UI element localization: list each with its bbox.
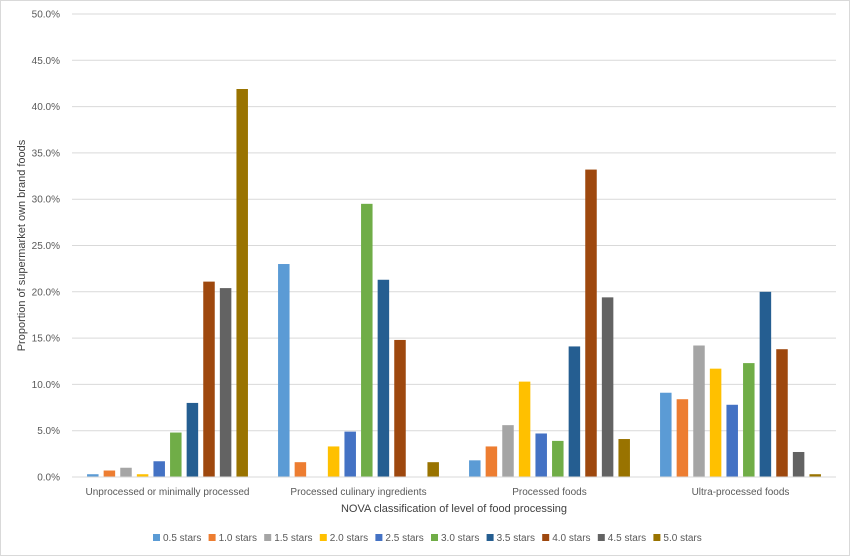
bar [103, 470, 116, 477]
legend-label: 1.5 stars [274, 533, 312, 544]
bar [585, 169, 597, 477]
bar [809, 474, 821, 477]
bar [377, 279, 390, 477]
legend-label: 5.0 stars [663, 533, 701, 544]
legend-swatch [486, 534, 494, 541]
bar [792, 451, 805, 477]
bar [485, 446, 498, 477]
bar [361, 203, 373, 477]
bar [170, 432, 182, 477]
bar [660, 392, 672, 477]
bar [236, 89, 248, 478]
y-tick-label: 35.0% [32, 148, 60, 159]
bar [344, 431, 356, 477]
bar [776, 349, 788, 477]
bar [327, 446, 340, 477]
bar [153, 461, 165, 477]
y-tick-label: 20.0% [32, 287, 60, 298]
legend-swatch [542, 534, 550, 541]
legend-label: 4.0 stars [552, 533, 590, 544]
legend-label: 2.5 stars [385, 533, 423, 544]
bar [87, 474, 99, 477]
legend: 0.5 stars 1.0 stars 1.5 stars 2.0 stars 2.5 … [153, 533, 702, 544]
legend-label: 1.0 stars [219, 533, 257, 544]
legend-label: 3.0 stars [441, 533, 479, 544]
x-axis-ticks: Unprocessed or minimally processed Proces… [86, 487, 790, 498]
bar [502, 425, 514, 477]
gridlines [72, 13, 836, 432]
legend-label: 2.0 stars [330, 533, 368, 544]
legend-swatch [208, 534, 216, 541]
bar [518, 381, 531, 477]
bar [186, 402, 199, 477]
bar [427, 462, 439, 477]
bar [120, 467, 132, 477]
x-tick-label: Processed foods [512, 487, 587, 498]
y-axis-ticks: 0.0% 5.0% 10.0% 15.0% 20.0% 25.0% 30.0% 35.0% 40… [32, 10, 60, 484]
bar [709, 368, 722, 477]
bar [394, 339, 406, 477]
x-tick-label: Ultra-processed foods [692, 487, 790, 498]
y-tick-label: 45.0% [32, 56, 60, 67]
bar [676, 399, 689, 477]
bar [219, 288, 232, 477]
bars [87, 89, 821, 478]
legend-swatch [375, 534, 383, 541]
legend-swatch [431, 534, 438, 541]
y-tick-label: 10.0% [32, 380, 60, 391]
y-axis-title: Proportion of supermarket own brand food… [16, 139, 28, 351]
legend-swatch [653, 534, 661, 541]
y-tick-label: 15.0% [32, 334, 60, 345]
x-tick-label: Unprocessed or minimally processed [86, 487, 250, 498]
bar [294, 462, 307, 477]
legend-swatch [319, 534, 327, 541]
x-axis-title: NOVA classification of level of food pro… [341, 503, 567, 515]
y-tick-label: 0.0% [37, 473, 60, 484]
bar [278, 264, 290, 477]
bar [136, 474, 149, 477]
y-tick-label: 25.0% [32, 241, 60, 252]
legend-swatch [264, 534, 272, 541]
bar [552, 440, 564, 477]
y-tick-label: 5.0% [37, 426, 60, 437]
y-tick-label: 40.0% [32, 102, 60, 113]
bar [759, 291, 772, 477]
y-tick-label: 50.0% [32, 10, 60, 21]
bar [535, 433, 547, 477]
bar [726, 404, 738, 477]
legend-label: 3.5 stars [497, 533, 535, 544]
bar [568, 346, 581, 477]
legend-label: 4.5 stars [608, 533, 646, 544]
legend-label: 0.5 stars [163, 533, 201, 544]
bar [203, 281, 215, 477]
bar [469, 460, 481, 477]
bar [601, 297, 614, 477]
x-tick-label: Processed culinary ingredients [290, 487, 426, 498]
legend-swatch [597, 534, 605, 541]
bar [693, 345, 705, 477]
bar [743, 363, 755, 477]
bar [618, 439, 630, 477]
legend-swatch [153, 534, 160, 541]
y-tick-label: 30.0% [32, 195, 60, 206]
